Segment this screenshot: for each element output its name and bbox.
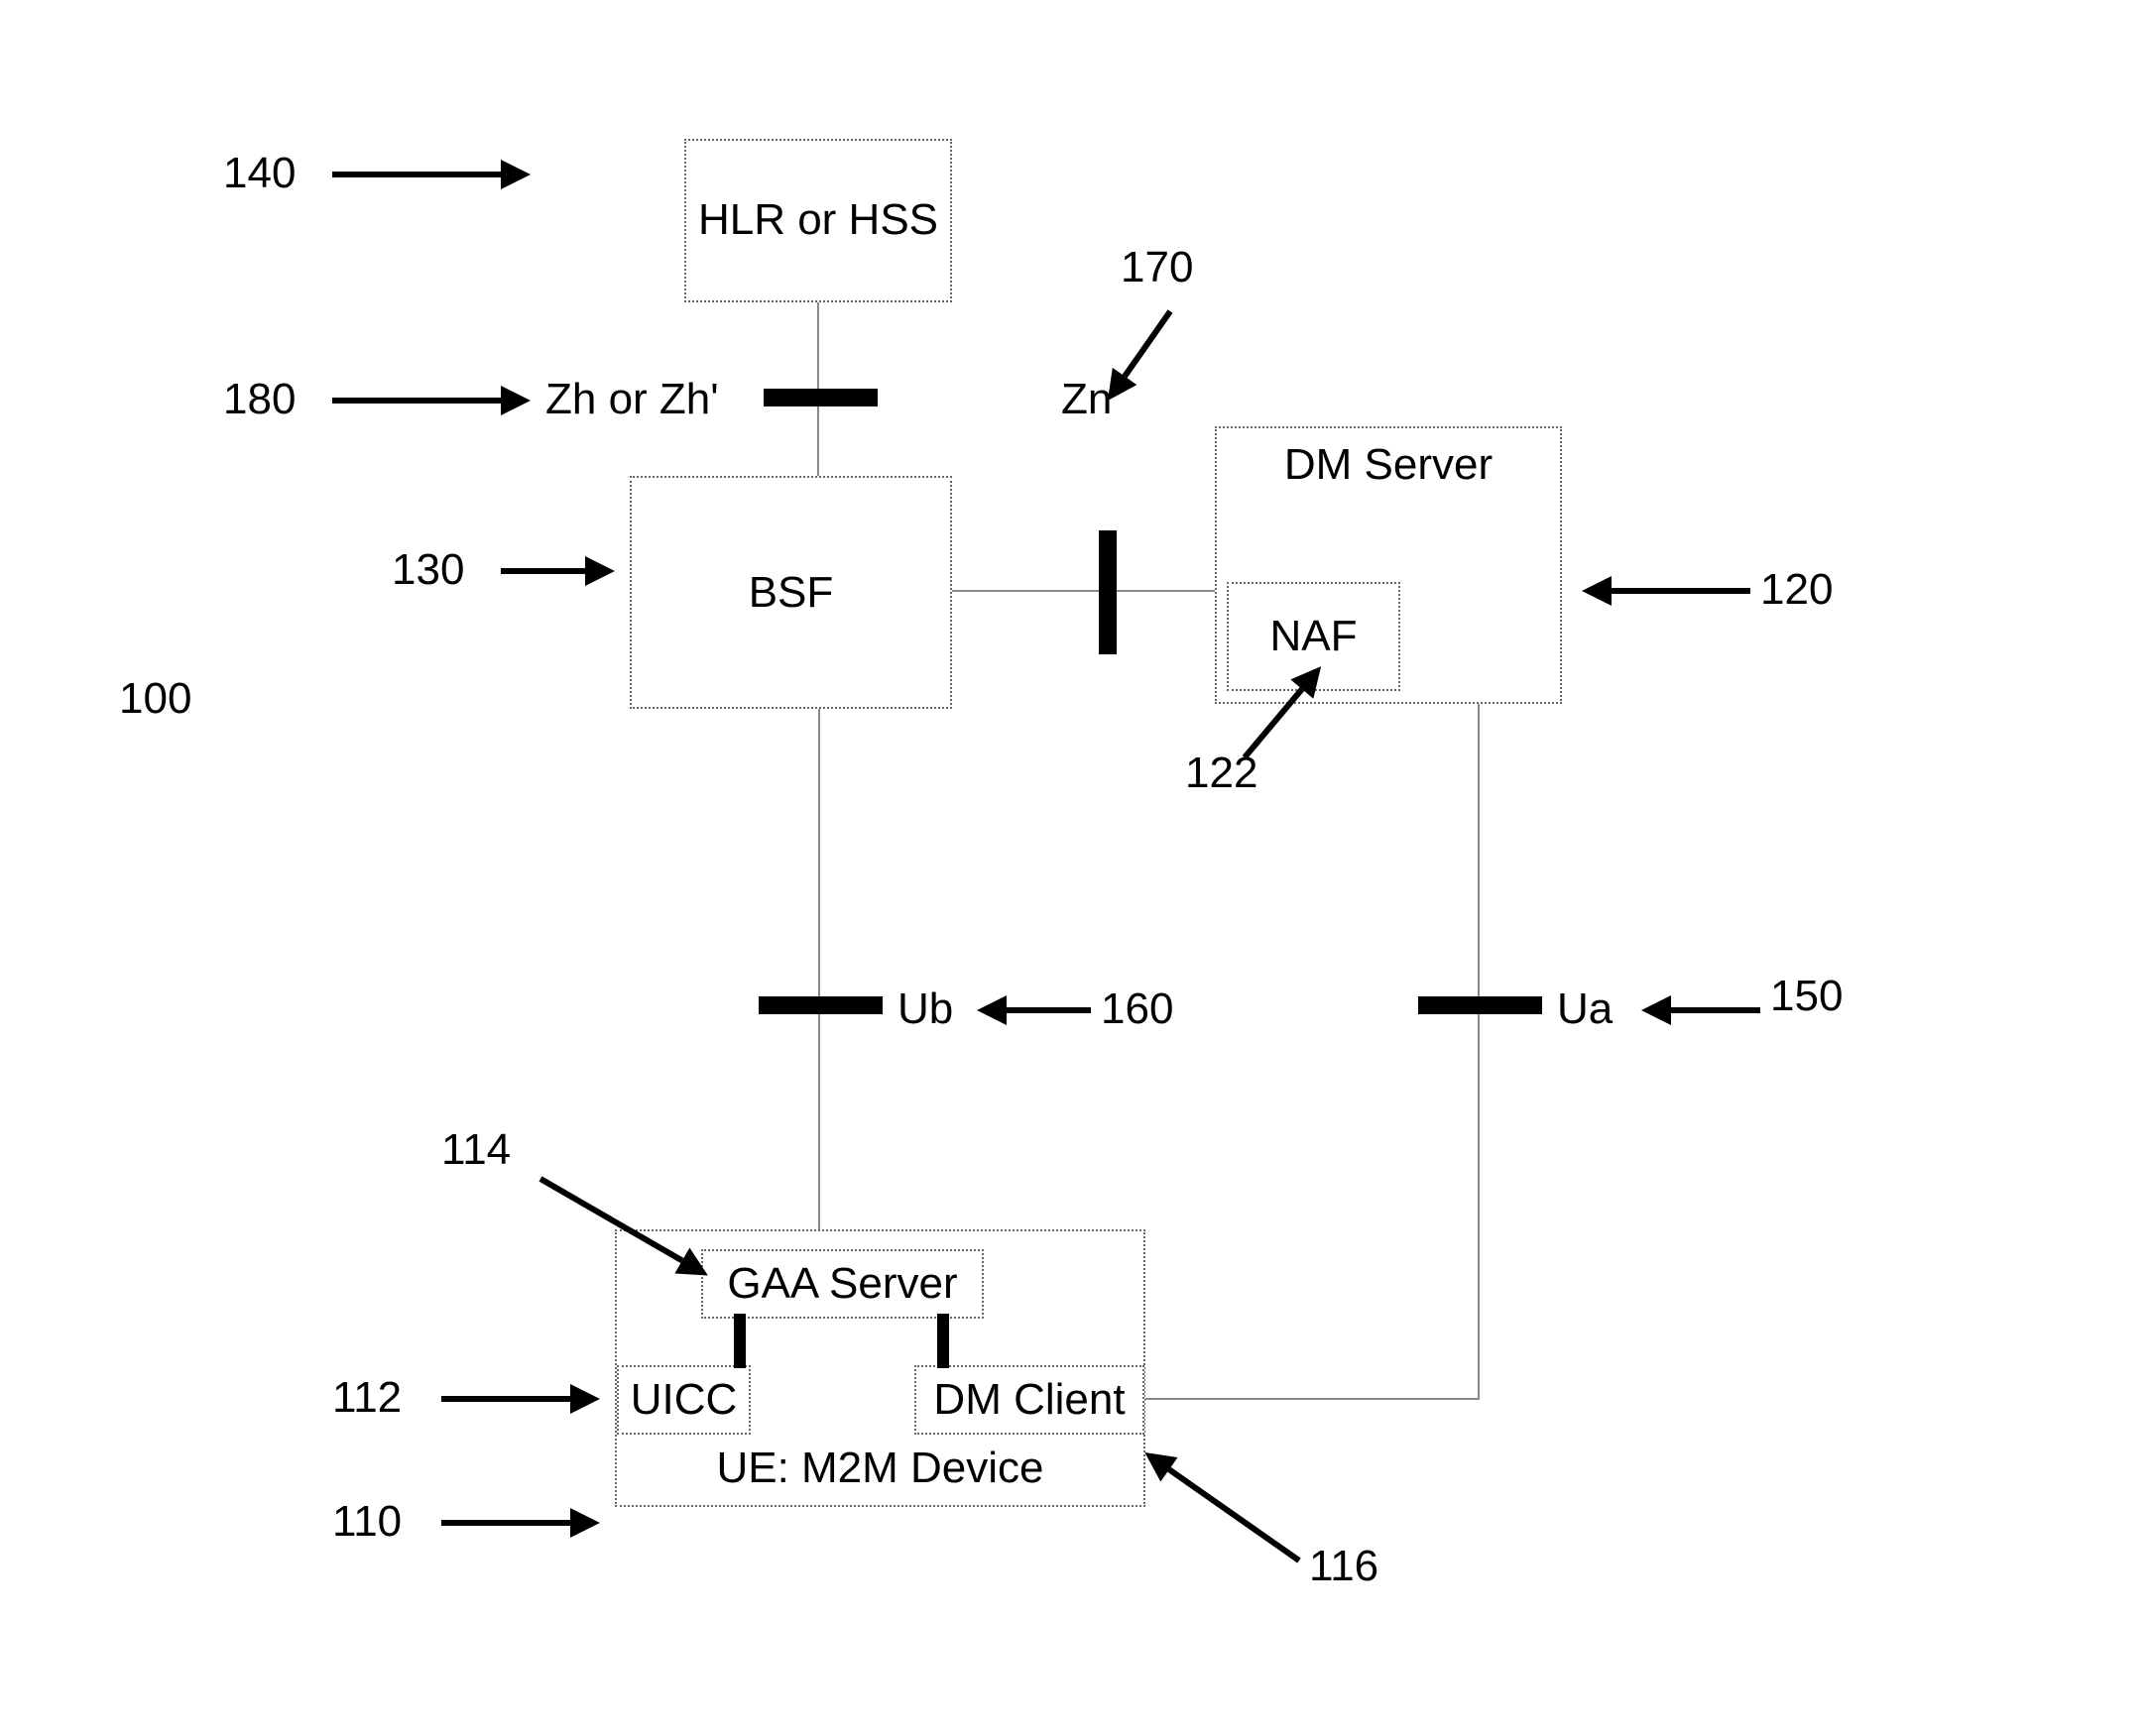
iface-ub-label: Ub — [897, 984, 953, 1034]
edge-dmserver-across — [1145, 1398, 1480, 1400]
ref-170: 170 — [1121, 243, 1193, 292]
arrow-170 — [1105, 309, 1174, 404]
uicc-node: UICC — [617, 1365, 751, 1435]
dm-server-node: DM Server NAF — [1215, 426, 1562, 704]
ref-140: 140 — [223, 149, 296, 198]
ref-114: 114 — [441, 1125, 511, 1175]
iface-mark-ub — [759, 996, 883, 1014]
dm-client-label: DM Client — [933, 1375, 1125, 1425]
ref-110: 110 — [332, 1497, 402, 1547]
ref-150: 150 — [1770, 972, 1843, 1021]
hlr-hss-node: HLR or HSS — [684, 139, 952, 302]
dm-server-label: DM Server — [1217, 440, 1560, 490]
gaa-server-node: GAA Server — [701, 1249, 984, 1319]
ref-130: 130 — [392, 545, 464, 595]
ref-120: 120 — [1760, 565, 1833, 615]
ref-112: 112 — [332, 1373, 402, 1423]
ref-180: 180 — [223, 375, 296, 424]
uicc-label: UICC — [631, 1375, 738, 1425]
diagram-root: 100 HLR or HSS 140 Zh or Zh' 180 BSF 130… — [0, 0, 2152, 1736]
arrow-130 — [501, 567, 615, 575]
ue-label: UE: M2M Device — [617, 1444, 1143, 1493]
iface-mark-ua — [1418, 996, 1542, 1014]
gaa-server-label: GAA Server — [727, 1259, 957, 1309]
bsf-label: BSF — [749, 568, 834, 618]
arrow-110 — [441, 1519, 600, 1527]
figure-id-label: 100 — [119, 674, 191, 724]
iface-mark-zn — [1099, 530, 1117, 654]
arrow-120 — [1582, 587, 1750, 595]
dm-client-node: DM Client — [914, 1365, 1144, 1435]
iface-zh-label: Zh or Zh' — [545, 375, 719, 424]
arrow-112 — [441, 1395, 600, 1403]
arrow-150 — [1641, 1006, 1760, 1014]
edge-dmserver-down — [1478, 704, 1480, 1398]
arrow-180 — [332, 397, 531, 405]
arrow-160 — [977, 1006, 1091, 1014]
hlr-hss-label: HLR or HSS — [698, 194, 938, 247]
conn-gaa-uicc — [734, 1314, 746, 1368]
ref-160: 160 — [1101, 984, 1173, 1034]
edge-bsf-ue — [818, 709, 820, 1249]
iface-mark-zh — [764, 389, 878, 406]
naf-label: NAF — [1270, 612, 1358, 661]
bsf-node: BSF — [630, 476, 952, 709]
iface-ua-label: Ua — [1557, 984, 1613, 1034]
arrow-116 — [1142, 1449, 1301, 1564]
arrow-140 — [332, 171, 531, 178]
edge-bsf-dmserver — [952, 590, 1215, 592]
conn-gaa-dmclient — [937, 1314, 949, 1368]
ref-116: 116 — [1309, 1542, 1378, 1591]
